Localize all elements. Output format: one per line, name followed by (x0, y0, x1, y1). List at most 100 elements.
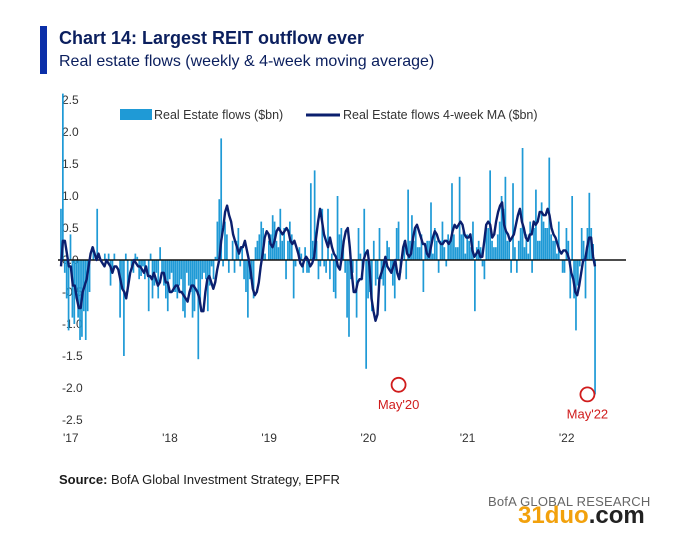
flow-bar (521, 148, 524, 260)
flow-bar (557, 221, 560, 260)
flow-bar (136, 256, 139, 260)
flow-bar (470, 247, 472, 260)
flow-bar (584, 260, 587, 299)
flow-bar (60, 208, 62, 260)
flow-bar (277, 247, 280, 260)
flow-bar (460, 234, 463, 260)
flow-bar (494, 247, 497, 260)
flow-bar (332, 260, 335, 292)
flow-bar (268, 240, 270, 260)
flow-bar (451, 183, 453, 260)
flow-bar (176, 260, 179, 299)
flow-bar (437, 260, 440, 273)
flow-bar (271, 215, 274, 260)
watermark-part2: .com (588, 502, 645, 529)
flow-bar (493, 247, 495, 260)
flow-bar (214, 256, 217, 260)
flow-bar (287, 240, 289, 260)
flow-bar (577, 260, 579, 286)
flow-bar (548, 157, 551, 260)
flow-bar (124, 253, 127, 260)
flow-bar (184, 260, 186, 318)
flow-bar (412, 240, 415, 260)
flow-bar (479, 247, 482, 260)
flow-bar (515, 260, 518, 273)
flow-bar (594, 260, 596, 395)
x-tick-label: '21 (460, 431, 476, 445)
flow-bar (309, 183, 312, 260)
flow-bar (205, 260, 207, 280)
flow-bar (500, 196, 503, 260)
flow-bar (142, 260, 144, 267)
y-tick-label: 1.5 (62, 157, 79, 171)
flow-bar (212, 260, 215, 280)
flow-bar (245, 260, 247, 292)
flow-bar (113, 253, 116, 260)
flow-bar (281, 240, 284, 260)
flow-bar (525, 234, 528, 260)
flow-bar (330, 253, 333, 260)
flow-bar (481, 260, 484, 267)
chart-title: Chart 14: Largest REIT outflow ever (59, 28, 365, 48)
flow-bar (161, 260, 163, 273)
flow-bar (391, 260, 394, 286)
flow-bar (256, 240, 259, 260)
flow-bar (304, 247, 306, 260)
flow-bar (445, 260, 448, 267)
flow-bar (439, 240, 442, 260)
flow-bar (529, 221, 532, 260)
flow-bar (308, 260, 310, 273)
flow-bar (226, 234, 228, 260)
flow-bar (422, 260, 425, 292)
flow-bar (75, 260, 78, 299)
flow-bar (79, 260, 81, 340)
flow-bar (531, 260, 533, 273)
flow-bar (323, 260, 326, 267)
flow-bar (283, 228, 285, 260)
flow-bar (111, 260, 114, 273)
flow-bar (233, 260, 236, 273)
flow-bar (334, 260, 337, 299)
flow-bar (372, 240, 375, 260)
flow-bar (424, 247, 427, 260)
flow-bar (487, 228, 490, 260)
flow-bar (514, 247, 516, 260)
flow-bar (327, 208, 329, 260)
flow-bar (435, 240, 438, 260)
flow-bar (502, 208, 505, 260)
flow-bar (159, 247, 162, 260)
flow-bar (456, 247, 459, 260)
flow-bar (533, 228, 535, 260)
flow-bar (466, 234, 469, 260)
flow-bar (556, 253, 558, 260)
flow-bar (252, 260, 255, 299)
flow-bar (206, 260, 209, 312)
flow-bar (565, 228, 568, 260)
flow-bar (433, 228, 436, 260)
flow-bar (208, 260, 211, 286)
flow-bar (319, 260, 322, 267)
flow-bar (483, 260, 486, 280)
flow-bar (416, 247, 419, 260)
flow-bar (313, 170, 316, 260)
y-tick-label: -2.5 (62, 413, 83, 427)
flow-bar (71, 260, 74, 318)
flow-bar (432, 253, 434, 260)
flow-bar (447, 234, 450, 260)
flow-bar (241, 247, 244, 260)
flow-bar (279, 208, 282, 260)
flow-bar (536, 240, 539, 260)
source-note: Source: BofA Global Investment Strategy,… (59, 472, 340, 487)
flow-bar (506, 240, 509, 260)
flow-bar (294, 260, 297, 267)
flow-bar (517, 240, 520, 260)
x-tick-label: '22 (559, 431, 575, 445)
flow-bar (201, 260, 203, 280)
flow-bar (170, 260, 173, 273)
flow-bar (464, 253, 467, 260)
flow-bar (454, 247, 457, 260)
flow-bar (227, 260, 230, 273)
flow-bar (191, 260, 194, 318)
flow-bar (363, 208, 366, 260)
flow-bar (222, 260, 224, 267)
